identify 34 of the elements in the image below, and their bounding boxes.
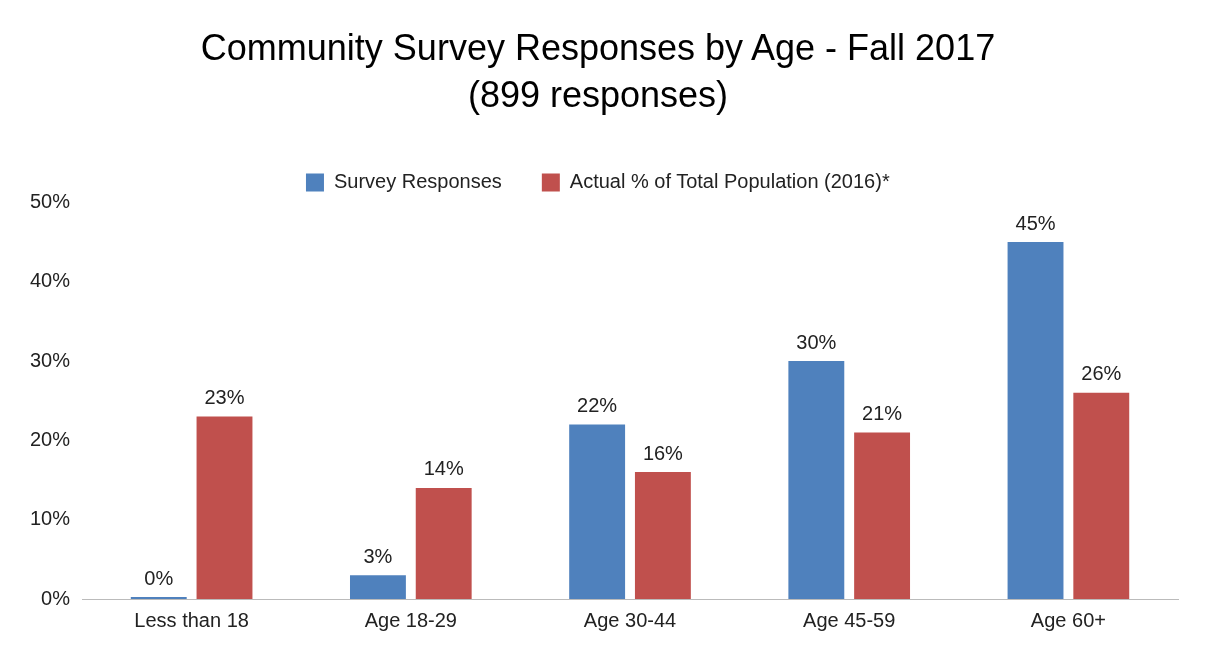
x-tick-label: Age 45-59: [803, 608, 896, 631]
y-tick-label: 40%: [30, 269, 71, 292]
y-tick-label: 20%: [30, 427, 71, 450]
chart-title: Community Survey Responses by Age - Fall 2017: [200, 26, 996, 68]
bar: [349, 575, 406, 599]
bar: [196, 416, 253, 599]
data-label: 30%: [796, 330, 837, 353]
bar: [788, 361, 845, 599]
data-label: 16%: [642, 441, 684, 464]
bar: [569, 424, 626, 599]
data-label: 23%: [204, 386, 245, 409]
data-label: 22%: [577, 394, 618, 417]
bar: [854, 432, 911, 599]
data-label: 21%: [862, 401, 903, 424]
data-label: 0%: [144, 566, 174, 589]
data-label: 45%: [1015, 211, 1056, 234]
data-label: 3%: [363, 544, 393, 567]
bar: [1073, 392, 1130, 599]
x-tick-label: Age 60+: [1030, 608, 1106, 631]
bar: [634, 472, 691, 599]
y-tick-label: 50%: [30, 189, 71, 212]
bar: [415, 487, 472, 599]
data-label: 14%: [423, 457, 464, 480]
legend-label: Actual % of Total Population (2016)*: [569, 169, 890, 192]
x-tick-label: Age 30-44: [583, 608, 677, 631]
bar: [1007, 242, 1064, 599]
data-label: 26%: [1081, 362, 1122, 385]
y-tick-label: 0%: [41, 586, 71, 609]
x-tick-label: Age 18-29: [364, 608, 457, 631]
chart-subtitle: (899 responses): [467, 73, 729, 115]
x-tick-label: Less than 18: [134, 608, 249, 631]
y-tick-label: 10%: [30, 507, 71, 530]
legend-label: Survey Responses: [333, 169, 502, 192]
y-tick-label: 30%: [30, 348, 71, 371]
